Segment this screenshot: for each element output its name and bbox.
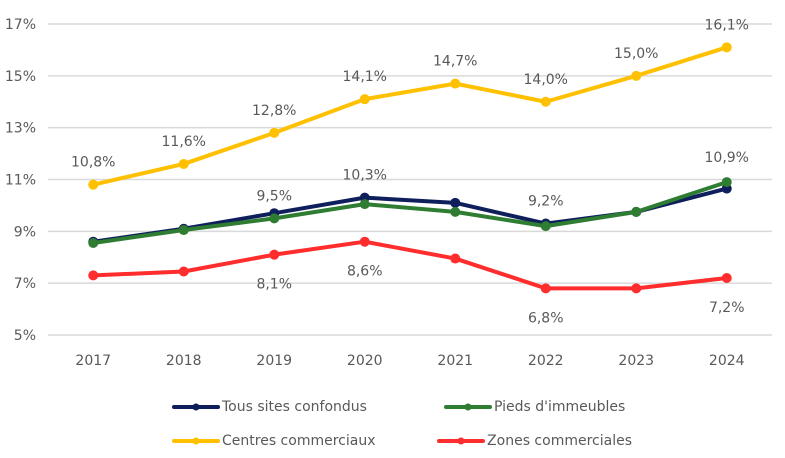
- data-point[interactable]: [721, 177, 732, 188]
- legend-marker-green-line-icon: [444, 403, 492, 411]
- legend-item-pieds-immeubles[interactable]: Pieds d'immeubles: [444, 399, 625, 415]
- data-labels: 10,3% 9,2% 9,5% 10,9% 10,8% 11,6% 12,8% 14,1% 14…: [71, 17, 749, 326]
- data-point[interactable]: [88, 270, 99, 281]
- data-point[interactable]: [540, 96, 551, 107]
- data-label: 10,8%: [71, 155, 115, 171]
- data-point[interactable]: [269, 213, 280, 224]
- data-label: 11,6%: [162, 134, 206, 150]
- data-point[interactable]: [359, 236, 370, 247]
- x-tick-label: 2020: [347, 353, 383, 369]
- legend-label: Pieds d'immeubles: [494, 399, 626, 415]
- data-label: 14,0%: [524, 72, 568, 88]
- data-point[interactable]: [721, 272, 732, 283]
- y-tick-label: 9%: [14, 224, 36, 240]
- data-point[interactable]: [88, 179, 99, 190]
- y-tick-label: 7%: [14, 276, 36, 292]
- series-group: [88, 42, 732, 294]
- y-tick-label: 13%: [5, 121, 36, 137]
- gridlines: [48, 23, 772, 336]
- x-tick-label: 2021: [437, 353, 473, 369]
- data-point[interactable]: [359, 199, 370, 210]
- data-point[interactable]: [631, 70, 642, 81]
- data-point[interactable]: [178, 266, 189, 277]
- x-tick-label: 2018: [166, 353, 202, 369]
- data-label: 7,2%: [709, 300, 745, 316]
- series-line: [91, 45, 729, 187]
- y-tick-label: 11%: [5, 173, 36, 189]
- data-point[interactable]: [721, 42, 732, 53]
- data-label: 9,5%: [256, 188, 292, 204]
- y-tick-label: 15%: [5, 69, 36, 85]
- y-axis: 5% 7% 9% 11% 13% 15% 17%: [5, 17, 36, 344]
- data-label: 15,0%: [614, 46, 658, 62]
- series-zones-commerciales: [88, 236, 732, 294]
- legend-label: Centres commerciaux: [222, 433, 376, 449]
- series-centres-commerciaux: [88, 42, 732, 190]
- legend-marker-red-line-icon: [437, 437, 486, 445]
- series-pieds-d-immeubles: [88, 177, 732, 248]
- legend-item-tous-sites[interactable]: Tous sites confondus: [172, 399, 434, 415]
- data-point[interactable]: [450, 253, 461, 264]
- data-point[interactable]: [178, 225, 189, 236]
- legend-row-1: Tous sites confondus Pieds d'immeubles: [172, 390, 642, 424]
- data-label: 10,9%: [705, 150, 749, 166]
- data-point[interactable]: [450, 206, 461, 217]
- data-label: 8,6%: [347, 264, 383, 280]
- data-point[interactable]: [269, 249, 280, 260]
- data-point[interactable]: [450, 197, 461, 208]
- data-point[interactable]: [269, 127, 280, 138]
- data-point[interactable]: [359, 94, 370, 105]
- data-point[interactable]: [540, 221, 551, 232]
- data-point[interactable]: [631, 283, 642, 294]
- data-label: 14,7%: [433, 54, 477, 70]
- legend: Tous sites confondus Pieds d'immeubles C…: [172, 390, 642, 458]
- data-point[interactable]: [178, 158, 189, 169]
- x-tick-label: 2019: [256, 353, 292, 369]
- y-tick-label: 17%: [5, 17, 36, 33]
- x-tick-label: 2017: [75, 353, 111, 369]
- x-axis: 2017 2018 2019 2020 2021 2022 2023 2024: [75, 353, 744, 369]
- data-point[interactable]: [540, 283, 551, 294]
- legend-row-2: Centres commerciaux Zones commerciales: [172, 424, 642, 458]
- legend-label: Tous sites confondus: [222, 399, 367, 415]
- x-tick-label: 2024: [709, 353, 745, 369]
- x-tick-label: 2022: [528, 353, 564, 369]
- data-label: 14,1%: [343, 69, 387, 85]
- series-line: [91, 186, 729, 244]
- legend-item-centres-commerciaux[interactable]: Centres commerciaux: [172, 433, 427, 449]
- data-label: 12,8%: [252, 103, 296, 119]
- legend-label: Zones commerciales: [487, 433, 632, 449]
- data-point[interactable]: [631, 206, 642, 217]
- series-line: [91, 239, 729, 291]
- legend-marker-yellow-line-icon: [172, 437, 220, 445]
- legend-marker-navy-line-icon: [172, 403, 220, 411]
- data-label: 16,1%: [705, 17, 749, 33]
- data-label: 9,2%: [528, 194, 564, 210]
- series-line: [91, 180, 729, 245]
- data-point[interactable]: [450, 78, 461, 89]
- legend-item-zones-commerciales[interactable]: Zones commerciales: [437, 433, 632, 449]
- data-label: 8,1%: [256, 277, 292, 293]
- data-label: 10,3%: [343, 168, 387, 184]
- data-point[interactable]: [88, 237, 99, 248]
- y-tick-label: 5%: [14, 328, 36, 344]
- x-tick-label: 2023: [618, 353, 654, 369]
- data-label: 6,8%: [528, 310, 564, 326]
